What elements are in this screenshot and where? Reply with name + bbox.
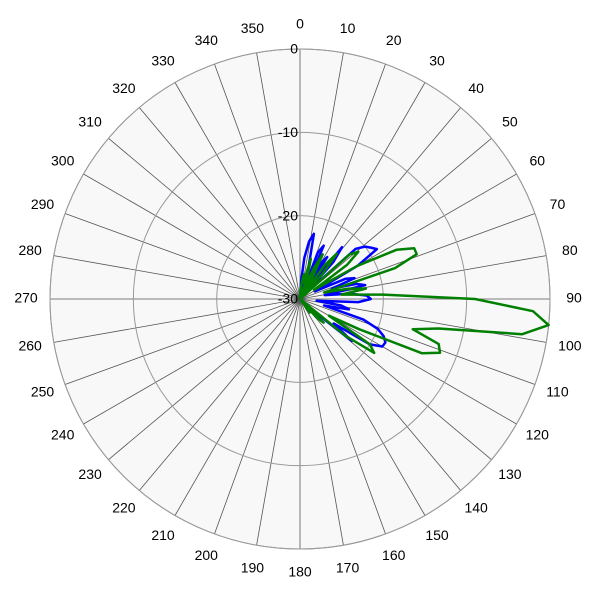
angle-label: 60: [530, 153, 546, 169]
angle-label: 280: [18, 242, 42, 258]
angle-label: 350: [241, 20, 265, 36]
angle-label: 260: [18, 337, 42, 353]
spoke: [299, 298, 462, 491]
angle-label: 200: [195, 547, 219, 563]
r-tick-label: -30: [278, 291, 298, 307]
spoke: [64, 213, 301, 300]
angle-label: 120: [526, 427, 550, 443]
spoke: [53, 298, 301, 343]
spoke: [174, 82, 301, 300]
angle-label: 140: [464, 500, 488, 516]
angle-label: 80: [562, 242, 578, 258]
spoke: [138, 298, 301, 491]
angle-label: 230: [78, 466, 102, 482]
spoke: [83, 298, 301, 425]
angle-label: 290: [31, 196, 55, 212]
angle-label: 20: [386, 32, 402, 48]
spoke: [299, 298, 344, 546]
angle-label: 90: [566, 290, 582, 306]
angle-label: 40: [468, 80, 484, 96]
spoke: [299, 137, 492, 300]
r-tick-label: -20: [278, 207, 298, 223]
angle-label: 110: [546, 383, 569, 399]
angle-label: 100: [558, 337, 582, 353]
spoke: [214, 63, 301, 300]
grid-circle: [216, 215, 384, 383]
angle-label: 240: [51, 427, 75, 443]
angle-label: 150: [425, 527, 449, 543]
angle-label: 170: [336, 560, 360, 576]
spoke: [108, 298, 301, 461]
grid-circle: [49, 48, 551, 550]
series-line: [298, 232, 387, 348]
spoke: [299, 298, 386, 535]
angle-label: 190: [241, 560, 265, 576]
angle-label: 340: [195, 32, 219, 48]
angle-label: 10: [340, 20, 356, 36]
angle-label: 160: [382, 547, 406, 563]
spoke: [256, 52, 301, 300]
angle-label: 250: [31, 383, 55, 399]
angle-label: 220: [112, 500, 136, 516]
angle-label: 330: [151, 52, 175, 68]
series-line: [298, 246, 550, 355]
spoke: [138, 107, 301, 300]
spoke: [108, 137, 301, 300]
angle-label: 210: [151, 527, 175, 543]
angle-label: 70: [550, 196, 566, 212]
angle-label: 310: [78, 114, 102, 130]
spoke: [174, 298, 301, 516]
spoke: [64, 298, 301, 385]
spoke: [256, 298, 301, 546]
spoke: [299, 298, 426, 516]
r-tick-label: -10: [278, 124, 298, 140]
angle-label: 50: [502, 114, 518, 130]
spoke: [53, 255, 301, 300]
angle-label: 320: [112, 80, 136, 96]
angle-label: 0: [296, 16, 304, 32]
angle-label: 30: [429, 52, 445, 68]
angle-label: 130: [498, 466, 522, 482]
spoke: [83, 173, 301, 300]
spoke: [214, 298, 301, 535]
r-tick-label: 0: [290, 41, 298, 57]
angle-label: 180: [288, 564, 312, 580]
angle-label: 270: [14, 290, 38, 306]
spoke: [299, 298, 536, 385]
angle-label: 300: [51, 153, 75, 169]
spoke: [299, 52, 344, 300]
